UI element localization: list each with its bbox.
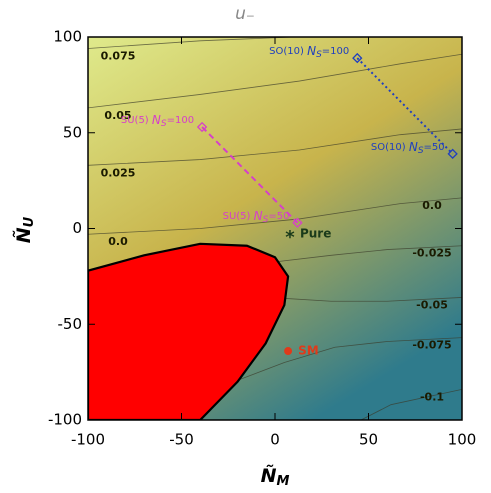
model-label: SO(10) NS=100 — [269, 44, 349, 60]
label-part: SU(5) — [223, 211, 254, 222]
contour-label: 0.05 — [104, 109, 131, 122]
contour-line — [269, 297, 462, 302]
point-label: SM — [298, 344, 319, 358]
x-tick-label: 50 — [359, 431, 378, 449]
contour-label: -0.1 — [420, 390, 444, 403]
y-tick-label: 50 — [63, 123, 82, 141]
x-tick-label: -50 — [169, 431, 194, 449]
label-part: N — [254, 208, 263, 222]
contour-line — [360, 388, 462, 420]
contour-line — [88, 197, 462, 235]
contour-line — [88, 128, 462, 166]
model-point — [352, 52, 363, 64]
label-part: S — [418, 145, 424, 155]
contour-label: -0.025 — [412, 247, 451, 260]
label-part: N — [307, 44, 316, 58]
y-axis-label-sub: U — [22, 216, 37, 227]
excluded-region — [88, 242, 290, 420]
label-part: S — [161, 119, 167, 129]
x-tick-label: -100 — [71, 431, 105, 449]
model-line — [201, 126, 299, 224]
contour-label: -0.075 — [412, 339, 451, 352]
label-part: =50 — [268, 211, 289, 222]
y-axis-label: ÑU — [11, 216, 37, 243]
x-tick-label: 0 — [270, 431, 280, 449]
x-tick-label: 100 — [448, 431, 477, 449]
label-part: =100 — [167, 115, 194, 126]
contour-line — [88, 53, 462, 109]
label-part: =100 — [322, 46, 349, 57]
contour-label: 0.025 — [101, 166, 136, 179]
model-point — [292, 217, 303, 228]
contour-label: 0.0 — [422, 199, 442, 212]
y-tick-label: -50 — [58, 315, 83, 333]
label-part: SU(5) — [121, 115, 152, 126]
contour-label: -0.05 — [416, 298, 448, 311]
contour-line — [265, 245, 462, 264]
label-part: N — [152, 113, 161, 127]
model-label: SU(5) NS=50 — [223, 208, 290, 224]
chart-title: u₋ — [235, 4, 255, 24]
x-axis-label-sub: M — [276, 474, 289, 489]
x-axis-label: ÑM — [261, 463, 290, 489]
model-point — [447, 148, 458, 159]
label-part: S — [263, 214, 269, 224]
label-part: =50 — [424, 142, 445, 153]
label-part: S — [316, 50, 322, 60]
label-part: N — [409, 139, 418, 153]
plot-area: 0.075 0.05 0.025 0.0 0.0 -0.025 -0.05 -0.075 -0.… — [88, 37, 462, 420]
label-part: SO(10) — [269, 46, 307, 57]
model-label: SU(5) NS=100 — [121, 113, 194, 129]
y-tick-label: -100 — [48, 411, 82, 429]
contour-label: 0.0 — [108, 235, 128, 248]
point — [284, 347, 293, 356]
contour-line — [88, 37, 294, 49]
model-point — [196, 121, 208, 133]
point-label: Pure — [300, 227, 331, 241]
model-label: SO(10) NS=50 — [371, 139, 445, 155]
contour-label: 0.075 — [101, 49, 136, 62]
contour-line — [233, 337, 462, 383]
y-axis-label-main: Ñ — [11, 227, 35, 243]
label-part: SO(10) — [371, 142, 409, 153]
point: * — [285, 227, 295, 248]
y-tick-label: 100 — [53, 28, 82, 46]
y-tick-label: 0 — [72, 219, 82, 237]
x-axis-label-main: Ñ — [261, 463, 277, 487]
